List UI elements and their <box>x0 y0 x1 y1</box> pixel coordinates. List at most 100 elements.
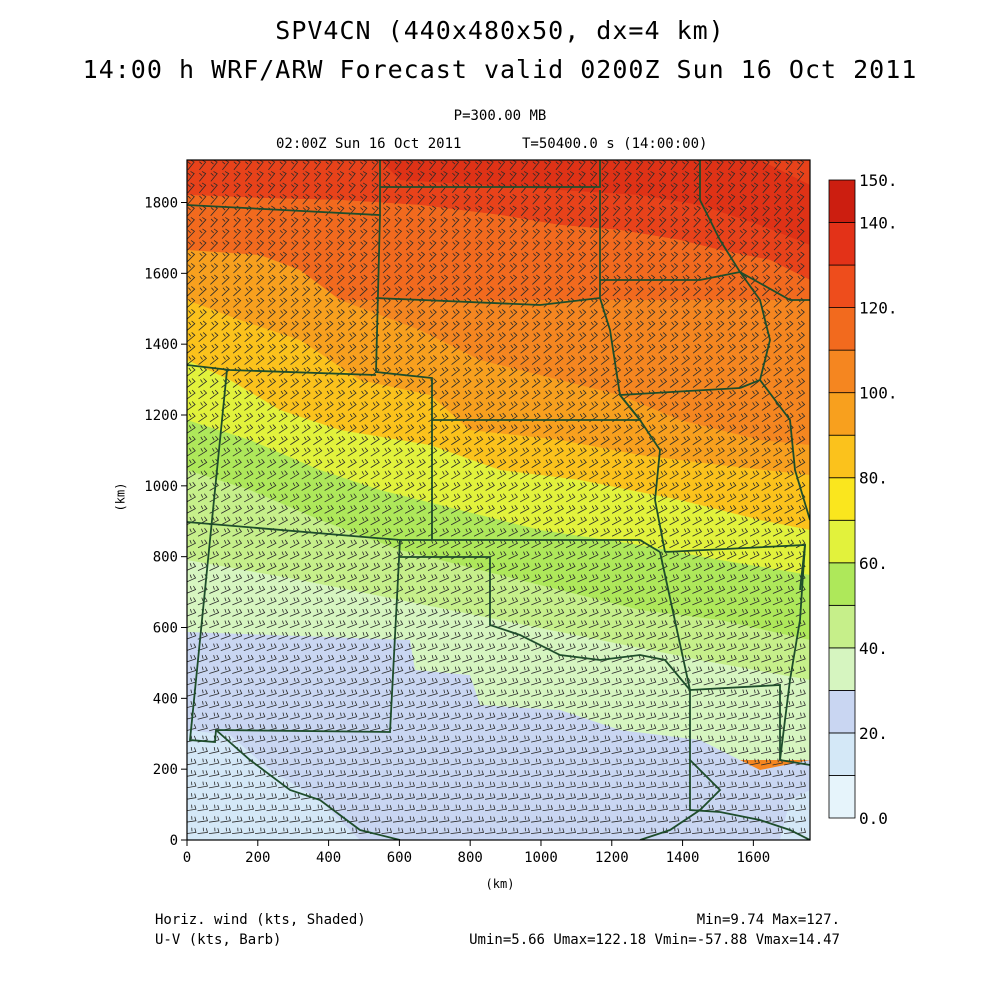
wind-barb <box>416 424 426 434</box>
wind-barb <box>312 551 323 560</box>
wind-barb <box>715 401 725 411</box>
wind-barb <box>485 712 496 720</box>
wind-barb <box>588 504 599 514</box>
wind-barb <box>394 240 403 251</box>
wind-barb <box>508 493 518 503</box>
wind-barb <box>519 620 530 629</box>
wind-barb <box>520 401 530 411</box>
wind-barb <box>738 562 749 571</box>
wind-barb <box>451 263 460 274</box>
wind-barb <box>485 320 495 331</box>
wind-barb <box>783 816 795 823</box>
wind-barb <box>727 366 737 377</box>
wind-barb <box>703 666 714 674</box>
wind-barb <box>704 470 714 480</box>
wind-barb <box>588 666 599 674</box>
wind-barb <box>785 171 793 182</box>
wind-barb <box>692 435 702 446</box>
wind-barb <box>589 401 599 411</box>
wind-barb <box>657 654 668 663</box>
wind-barb <box>485 747 496 754</box>
wind-barb <box>279 286 288 297</box>
wind-barb <box>209 793 220 800</box>
wind-barb <box>428 332 437 343</box>
wind-barb <box>381 620 392 629</box>
wind-barb <box>439 366 449 377</box>
wind-barb <box>393 654 404 663</box>
wind-barb <box>773 401 783 411</box>
wind-barb <box>463 286 472 297</box>
wind-barb <box>554 620 565 629</box>
wind-barb <box>577 666 588 674</box>
wind-barb <box>267 251 276 262</box>
wind-barb <box>289 608 300 617</box>
wind-barb <box>543 458 553 468</box>
wind-barb <box>474 343 483 354</box>
wind-barb <box>325 217 333 228</box>
wind-barb <box>197 493 208 503</box>
wind-barb <box>509 240 518 251</box>
wind-barb <box>796 332 805 343</box>
wind-barb <box>302 297 311 308</box>
wind-barb <box>439 678 450 686</box>
wind-barb <box>450 701 461 709</box>
wind-barb <box>715 701 726 709</box>
wind-barb <box>187 332 196 343</box>
wind-barb <box>727 263 736 274</box>
wind-barb <box>427 631 438 640</box>
wind-barb <box>439 504 449 514</box>
wind-barb <box>427 562 438 571</box>
wind-barb <box>255 412 265 423</box>
wind-barb <box>703 562 714 571</box>
wind-barb <box>473 758 484 766</box>
wind-barb <box>450 654 461 663</box>
wind-barb <box>348 251 357 262</box>
wind-barb <box>381 574 392 583</box>
wind-barb <box>370 516 381 526</box>
wind-barb <box>485 481 495 491</box>
wind-barb <box>634 678 645 686</box>
wind-barb <box>209 770 220 777</box>
wind-barb <box>290 366 300 377</box>
wind-barb <box>496 678 507 686</box>
wind-barb <box>438 816 450 823</box>
wind-barb <box>795 816 806 823</box>
wind-barb <box>623 793 634 800</box>
wind-barb <box>347 447 357 457</box>
wind-barb <box>577 355 587 365</box>
wind-barb <box>577 562 588 571</box>
wind-barb <box>302 182 310 194</box>
wind-barb <box>761 631 772 640</box>
wind-barb <box>335 562 346 571</box>
wind-barb <box>531 585 542 594</box>
wind-barb <box>473 804 484 812</box>
wind-barb <box>751 160 759 171</box>
wind-barb <box>658 297 667 308</box>
wind-barb <box>566 435 576 446</box>
wind-barb <box>635 228 644 239</box>
wind-barb <box>473 793 484 800</box>
wind-barb <box>439 724 450 732</box>
wind-barb <box>543 332 552 343</box>
wind-barb <box>358 804 369 812</box>
wind-barb <box>244 228 253 239</box>
wind-barb <box>497 228 506 239</box>
wind-barb <box>427 597 438 606</box>
forecast-valid-title: 14:00 h WRF/ARW Forecast valid 0200Z Sun… <box>82 55 918 84</box>
wind-barb <box>681 297 690 308</box>
wind-barb <box>577 770 588 777</box>
wind-barb <box>611 724 622 732</box>
wind-barb <box>749 735 760 743</box>
wind-barb <box>347 585 358 594</box>
wind-barb <box>243 689 254 697</box>
wind-barb <box>187 355 196 365</box>
wind-barb <box>611 620 622 629</box>
wind-barb <box>370 435 380 446</box>
wind-barb <box>324 424 334 434</box>
wind-barb <box>324 608 335 617</box>
wind-barb <box>785 263 794 274</box>
wind-barb <box>784 574 795 583</box>
wind-barb <box>221 435 231 446</box>
wind-barb <box>588 643 599 652</box>
wind-barb <box>358 758 369 766</box>
